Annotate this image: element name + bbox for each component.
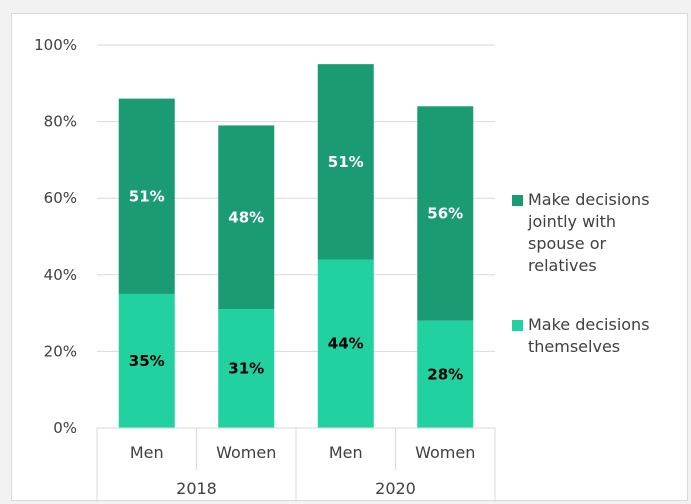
y-tick-label: 40% [44,266,77,284]
legend-label: jointly with [527,212,616,231]
data-label-themselves: 31% [228,360,264,378]
y-tick-label: 60% [44,189,77,207]
y-tick-label: 0% [53,419,77,437]
x-category-label: Women [415,443,475,462]
y-axis-tick-labels: 0% 20% 40% 60% 80% 100% [34,36,77,437]
bar-segment-jointly [218,125,275,310]
data-label-jointly: 51% [129,187,165,205]
bars: 35% 51% 31% 48% 44% 51% 28% 56% [118,64,474,428]
x-category-label: Women [216,443,276,462]
x-group-label: 2018 [176,479,217,498]
legend: Make decisions jointly with spouse or relat… [512,190,650,356]
data-label-jointly: 51% [328,153,364,171]
x-axis: Men Women Men Women 2018 2020 [96,427,496,502]
legend-label: spouse or [528,234,606,253]
bar-segment-jointly [417,106,474,321]
data-label-jointly: 56% [427,205,463,223]
data-label-themselves: 35% [129,352,165,370]
legend-label: Make decisions [528,315,650,334]
data-label-jointly: 48% [228,208,264,226]
bar-segment-themselves [118,293,175,428]
legend-label: Make decisions [528,190,650,209]
data-label-themselves: 28% [427,365,463,383]
data-label-themselves: 44% [328,335,364,353]
bar-segment-themselves [218,309,275,428]
y-tick-label: 100% [34,36,77,54]
bar-segment-themselves [417,320,474,428]
x-group-label: 2020 [375,479,416,498]
legend-label: themselves [528,337,620,356]
legend-swatch [512,195,523,206]
bar-segment-themselves [317,259,374,428]
legend-label: relatives [528,256,597,275]
legend-swatch [512,320,523,331]
y-tick-label: 80% [44,113,77,131]
x-category-label: Men [130,443,164,462]
y-tick-label: 20% [44,342,77,360]
x-category-label: Men [329,443,363,462]
bar-segment-jointly [317,64,374,260]
bar-segment-jointly [118,98,175,294]
